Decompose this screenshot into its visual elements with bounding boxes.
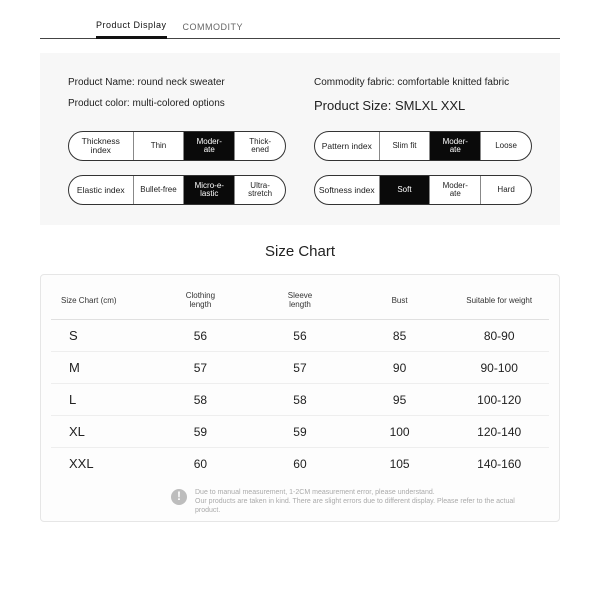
tab-product-display[interactable]: Product Display bbox=[96, 20, 167, 39]
table-row: XL5959100120-140 bbox=[51, 416, 549, 448]
pill-option[interactable]: Thick- ened bbox=[234, 132, 285, 160]
table-cell: 57 bbox=[250, 352, 350, 384]
table-header: Sleeve length bbox=[250, 281, 350, 320]
table-row: XXL6060105140-160 bbox=[51, 448, 549, 480]
table-cell: 56 bbox=[151, 320, 251, 352]
product-size: Product Size: SMLXL XXL bbox=[314, 98, 532, 113]
info-icon: ! bbox=[171, 489, 187, 505]
size-chart-title: Size Chart bbox=[0, 243, 600, 260]
index-pill: Softness indexSoftModer- ateHard bbox=[314, 175, 532, 205]
pill-option[interactable]: Slim fit bbox=[379, 132, 430, 160]
table-header: Clothing length bbox=[151, 281, 251, 320]
table-cell: 100 bbox=[350, 416, 450, 448]
table-cell: 100-120 bbox=[449, 384, 549, 416]
table-cell: S bbox=[51, 320, 151, 352]
pill-option[interactable]: Thin bbox=[133, 132, 184, 160]
table-cell: 59 bbox=[151, 416, 251, 448]
table-cell: 57 bbox=[151, 352, 251, 384]
table-row: M57579090-100 bbox=[51, 352, 549, 384]
pill-label: Pattern index bbox=[315, 132, 379, 160]
table-header: Bust bbox=[350, 281, 450, 320]
pill-option[interactable]: Hard bbox=[480, 176, 531, 204]
table-cell: 90 bbox=[350, 352, 450, 384]
tab-commodity[interactable]: COMMODITY bbox=[183, 22, 244, 38]
table-cell: XL bbox=[51, 416, 151, 448]
table-header: Suitable for weight bbox=[449, 281, 549, 320]
pill-option[interactable]: Bullet-free bbox=[133, 176, 184, 204]
table-cell: 80-90 bbox=[449, 320, 549, 352]
pill-option[interactable]: Micro-e- lastic bbox=[183, 176, 234, 204]
pill-option[interactable]: Loose bbox=[480, 132, 531, 160]
pill-label: Thickness index bbox=[69, 132, 133, 160]
pill-label: Elastic index bbox=[69, 176, 133, 204]
table-cell: XXL bbox=[51, 448, 151, 480]
pill-option[interactable]: Ultra- stretch bbox=[234, 176, 285, 204]
pill-option[interactable]: Soft bbox=[379, 176, 430, 204]
index-pill: Elastic indexBullet-freeMicro-e- lasticU… bbox=[68, 175, 286, 205]
size-table: Size Chart (cm)Clothing lengthSleeve len… bbox=[51, 281, 549, 479]
table-cell: 105 bbox=[350, 448, 450, 480]
pill-option[interactable]: Moder- ate bbox=[429, 176, 480, 204]
info-grid: Product Name: round neck sweater Commodi… bbox=[68, 77, 532, 113]
table-cell: 60 bbox=[250, 448, 350, 480]
table-cell: 90-100 bbox=[449, 352, 549, 384]
table-cell: M bbox=[51, 352, 151, 384]
table-row: L585895100-120 bbox=[51, 384, 549, 416]
size-note: ! Due to manual measurement, 1-2CM measu… bbox=[171, 488, 539, 515]
table-cell: 95 bbox=[350, 384, 450, 416]
table-cell: L bbox=[51, 384, 151, 416]
index-pill: Pattern indexSlim fitModer- ateLoose bbox=[314, 131, 532, 161]
product-name: Product Name: round neck sweater bbox=[68, 77, 286, 88]
table-row: S56568580-90 bbox=[51, 320, 549, 352]
pill-option[interactable]: Moder- ate bbox=[183, 132, 234, 160]
commodity-fabric: Commodity fabric: comfortable knitted fa… bbox=[314, 77, 532, 88]
product-info-panel: Product Name: round neck sweater Commodi… bbox=[40, 53, 560, 225]
size-chart: Size Chart (cm)Clothing lengthSleeve len… bbox=[40, 274, 560, 522]
table-cell: 56 bbox=[250, 320, 350, 352]
table-header: Size Chart (cm) bbox=[51, 281, 151, 320]
table-cell: 85 bbox=[350, 320, 450, 352]
index-pills: Thickness indexThinModer- ateThick- ened… bbox=[68, 131, 532, 205]
table-cell: 120-140 bbox=[449, 416, 549, 448]
table-cell: 58 bbox=[151, 384, 251, 416]
pill-label: Softness index bbox=[315, 176, 379, 204]
pill-option[interactable]: Moder- ate bbox=[429, 132, 480, 160]
table-cell: 58 bbox=[250, 384, 350, 416]
table-cell: 140-160 bbox=[449, 448, 549, 480]
table-cell: 59 bbox=[250, 416, 350, 448]
tab-bar: Product Display COMMODITY bbox=[40, 0, 560, 39]
index-pill: Thickness indexThinModer- ateThick- ened bbox=[68, 131, 286, 161]
product-color: Product color: multi-colored options bbox=[68, 98, 286, 113]
table-cell: 60 bbox=[151, 448, 251, 480]
